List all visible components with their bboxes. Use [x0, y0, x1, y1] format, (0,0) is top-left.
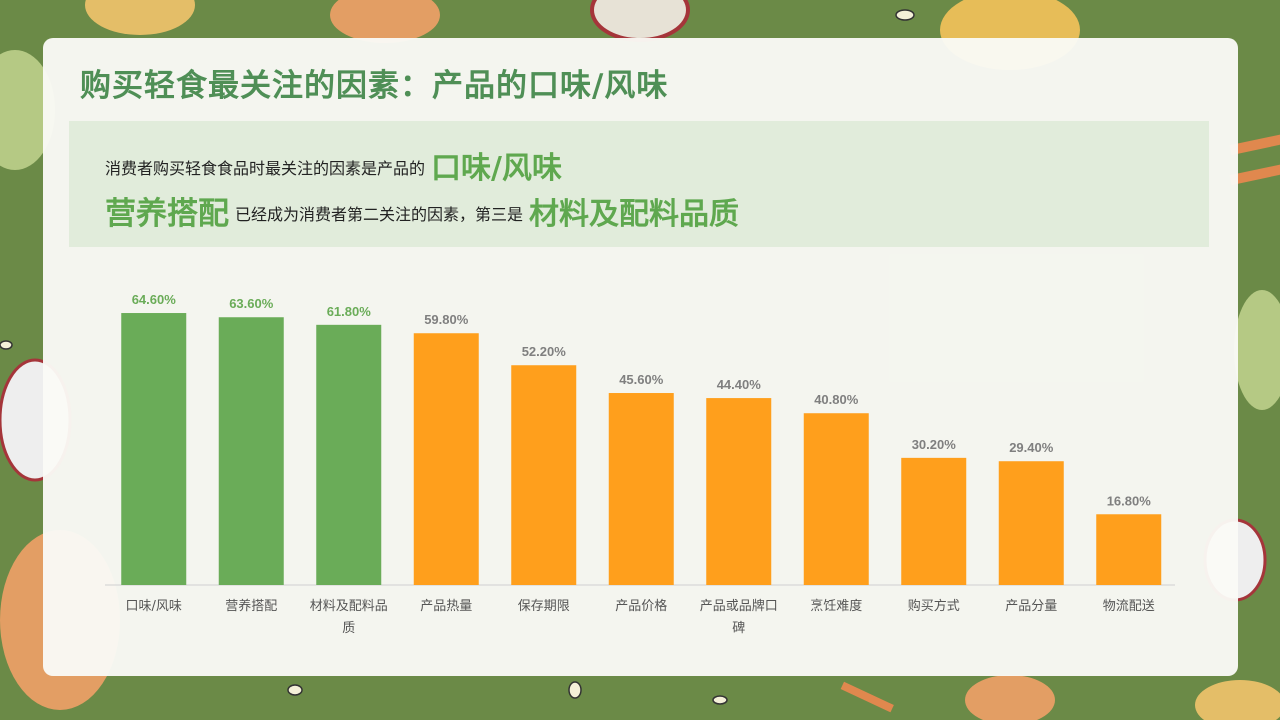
- bar-2: [218, 317, 284, 585]
- bar-7: [706, 398, 772, 585]
- bar-6: [608, 393, 674, 585]
- bars-layer: 64.60% 口味/风味 63.60% 营养搭配 61.80% 材料及配料品质 59.80%…: [121, 292, 1162, 636]
- seed-decoration: [568, 681, 582, 699]
- category-label-1: 口味/风味: [126, 599, 182, 614]
- data-label-4: 59.80%: [424, 312, 469, 327]
- banner-line-1-text: 消费者购买轻食食品时最关注的因素是产品的: [105, 159, 426, 178]
- bar-1: [121, 313, 187, 585]
- bar-5: [511, 365, 577, 585]
- category-label-8: 烹饪难度: [810, 598, 862, 614]
- category-label-7: 产品或品牌口碑: [700, 598, 778, 636]
- data-label-11: 16.80%: [1107, 493, 1152, 508]
- category-label-4: 产品热量: [420, 599, 472, 614]
- melon-slice-decoration: [1195, 680, 1280, 720]
- category-label-5: 保存期限: [518, 599, 570, 614]
- data-label-10: 29.40%: [1009, 440, 1054, 455]
- category-label-10: 产品分量: [1005, 599, 1057, 614]
- bar-11: [1096, 514, 1162, 585]
- banner-line-1: 消费者购买轻食食品时最关注的因素是产品的 口味/风味: [105, 143, 562, 187]
- seed-decoration: [287, 684, 303, 696]
- seed-decoration: [712, 695, 728, 705]
- salmon-slice-decoration: [965, 675, 1055, 720]
- data-label-6: 45.60%: [619, 372, 664, 387]
- category-label-9: 购买方式: [908, 598, 960, 614]
- salmon-slice-decoration: [330, 0, 440, 43]
- banner-line-2-text: 已经成为消费者第二关注的因素，第三是: [235, 205, 524, 224]
- category-label-11: 物流配送: [1103, 599, 1155, 614]
- data-label-5: 52.20%: [522, 344, 567, 359]
- data-label-8: 40.80%: [814, 392, 859, 407]
- data-label-3: 61.80%: [327, 304, 372, 319]
- melon-slice-decoration: [85, 0, 195, 35]
- seed-decoration: [895, 9, 915, 21]
- stick-decoration: [1229, 162, 1280, 186]
- bar-8: [803, 413, 869, 585]
- leaf-decoration: [0, 50, 55, 170]
- data-label-1: 64.60%: [132, 292, 177, 307]
- stick-decoration: [1229, 132, 1280, 156]
- category-label-3: 材料及配料品质: [310, 599, 388, 636]
- highlight-second-factor: 营养搭配: [105, 196, 229, 232]
- category-label-6: 产品价格: [615, 598, 667, 614]
- bar-10: [998, 461, 1064, 585]
- bar-4: [413, 333, 479, 585]
- leaf-decoration: [1234, 290, 1280, 410]
- data-label-7: 44.40%: [717, 377, 762, 392]
- slide-title: 购买轻食最关注的因素：产品的口味/风味: [80, 68, 669, 104]
- data-label-2: 63.60%: [229, 296, 274, 311]
- banner-line-2: 营养搭配 已经成为消费者第二关注的因素，第三是 材料及配料品质: [105, 188, 739, 233]
- highlight-third-factor: 材料及配料品质: [529, 197, 740, 232]
- summary-banner: 消费者购买轻食食品时最关注的因素是产品的 口味/风味 营养搭配 已经成为消费者第二关…: [69, 121, 1209, 247]
- highlight-top-factor: 口味/风味: [431, 151, 562, 186]
- seed-decoration: [0, 340, 13, 350]
- bar-3: [316, 324, 382, 585]
- data-label-9: 30.20%: [912, 437, 957, 452]
- stick-decoration: [840, 681, 894, 713]
- category-label-2: 营养搭配: [225, 598, 277, 614]
- bar-9: [901, 457, 967, 585]
